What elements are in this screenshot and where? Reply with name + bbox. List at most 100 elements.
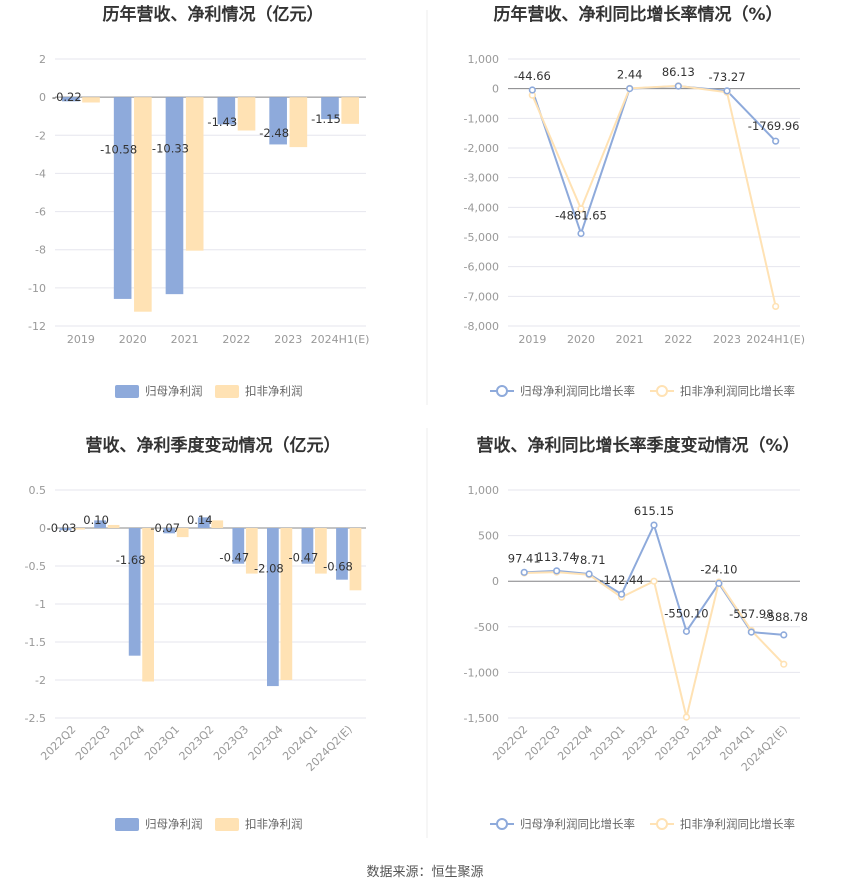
data-label: -588.78 [764,610,808,624]
bar-deducted-net-profit [211,520,224,528]
y-tick-label: -8 [35,244,46,257]
point-parent-growth [772,137,780,145]
y-tick-label: 0 [492,83,499,96]
y-tick-label: 0.5 [29,484,47,497]
legend-label: 扣非净利润同比增长率 [680,384,795,398]
y-tick-label: -500 [474,621,499,634]
x-tick-label: 2022Q3 [73,723,113,763]
y-tick-label: -2,000 [464,142,499,155]
point-parent-growth [780,631,788,639]
data-label: -2.48 [259,126,289,140]
bar-parent-net-profit [128,528,141,656]
y-tick-label: -5,000 [464,231,499,244]
data-label: -2.08 [254,561,284,575]
bar-deducted-net-profit [237,97,256,131]
legend-marker [496,818,508,830]
x-tick-label: 2020 [119,333,147,346]
point-deducted-growth [650,577,658,585]
bar-parent-net-profit [94,520,106,528]
data-label: -44.66 [514,69,551,83]
data-label: -0.03 [47,521,77,535]
line-deducted-growth [524,571,785,718]
y-tick-label: -2.5 [25,712,46,725]
x-tick-label: 2023Q2 [620,723,660,763]
data-label: 86.13 [662,65,695,79]
point-parent-growth [626,84,634,93]
legend-swatch [115,818,139,831]
x-tick-label: 2023 [274,333,302,346]
data-label: -10.33 [152,141,189,155]
x-tick-label: 2022 [664,333,692,346]
y-tick-label: -1.5 [25,636,46,649]
x-tick-label: 2024H1(E) [311,333,370,346]
legend-swatch [215,385,239,398]
x-tick-label: 2019 [518,333,546,346]
x-tick-label: 2023Q3 [211,723,251,763]
bar-deducted-net-profit [289,97,308,148]
bar-deducted-net-profit [107,524,120,528]
bar-parent-net-profit [266,528,279,687]
bar-deducted-net-profit [176,528,189,538]
chart-title: 营收、净利同比增长率季度变动情况（%） [476,435,799,456]
bar-deducted-net-profit [349,528,362,591]
data-label: -24.10 [700,562,737,576]
y-tick-label: -2 [35,129,46,142]
legend-label: 归母净利润 [145,817,203,831]
source-label: 数据来源：恒生聚源 [366,865,484,880]
data-label: -0.47 [289,551,319,565]
data-label: -557.98 [729,607,773,621]
data-label: 0.14 [187,513,213,527]
legend-marker [656,818,668,830]
chart-panel-2: 历年营收、净利同比增长率情况（%） 1,000 0 -1,000 -2,000 -3,00… [464,4,806,398]
point-parent-growth [520,568,528,576]
bar-deducted-net-profit [341,97,360,124]
legend-swatch [215,818,239,831]
point-parent-growth [682,627,691,635]
data-label: -0.07 [150,521,180,535]
bar-parent-net-profit [232,528,245,564]
bar-deducted-net-profit [73,528,85,530]
x-tick-label: 2022Q4 [107,723,147,763]
y-tick-label: -12 [28,320,46,333]
point-parent-growth [528,86,536,94]
y-tick-label: 0 [39,522,46,535]
data-label: -4881.65 [555,208,607,222]
point-parent-growth [723,87,731,95]
bar-deducted-net-profit [142,528,155,682]
y-tick-label: 500 [478,530,499,543]
point-deducted-growth [577,205,585,213]
bar-parent-net-profit [59,528,72,531]
x-tick-label: 2023Q4 [246,723,286,763]
legend-label: 归母净利润 [145,384,203,398]
bar-deducted-net-profit [185,97,204,251]
legend-label: 扣非净利润同比增长率 [680,817,795,831]
y-tick-label: -6 [35,206,46,219]
x-tick-label: 2021 [171,333,199,346]
data-label: 113.74 [537,550,577,564]
point-parent-growth [553,567,561,575]
bar-parent-net-profit [269,97,287,145]
line-deducted-growth [531,84,777,307]
bar-parent-net-profit [217,97,236,125]
data-label: 2.44 [617,68,643,82]
bar-deducted-net-profit [245,528,258,574]
y-tick-label: -2 [35,674,46,687]
y-tick-label: 0 [39,91,46,104]
y-tick-label: -1,000 [464,112,499,125]
y-tick-label: 1,000 [468,53,500,66]
data-label: -0.22 [52,90,82,104]
bar-parent-net-profit [197,517,210,528]
point-parent-growth [747,628,755,636]
data-label: -0.47 [219,551,249,565]
y-tick-label: -4 [35,167,46,180]
y-tick-label: -8,000 [464,320,499,333]
x-tick-label: 2022Q4 [555,723,595,763]
point-deducted-growth [780,660,788,668]
bar-parent-net-profit [165,97,184,295]
legend-label: 归母净利润同比增长率 [520,817,635,831]
legend-label: 归母净利润同比增长率 [520,384,635,398]
data-label: -1.15 [311,112,341,126]
point-deducted-growth [682,713,691,721]
y-tick-label: 1,000 [468,484,500,497]
x-tick-label: 2022 [222,333,250,346]
